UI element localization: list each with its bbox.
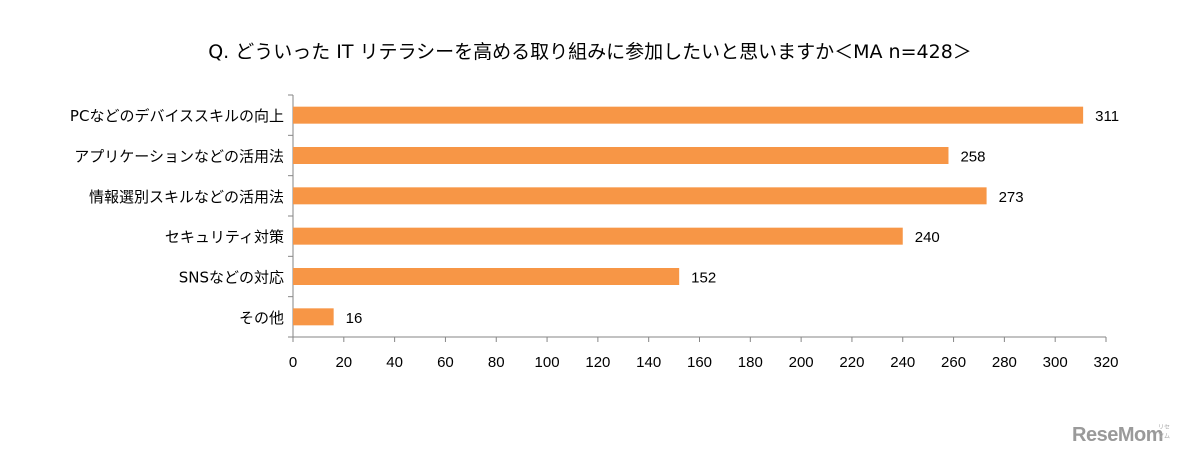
category-label: アプリケーションなどの活用法 bbox=[74, 148, 284, 166]
chart-title: Q. どういった IT リテラシーを高める取り組みに参加したいと思いますか＜MA… bbox=[208, 41, 972, 63]
value-label: 258 bbox=[960, 149, 985, 166]
x-tick-label: 60 bbox=[437, 354, 454, 371]
x-tick-label: 40 bbox=[386, 354, 403, 371]
bar bbox=[293, 268, 680, 285]
category-label: 情報選別スキルなどの活用法 bbox=[89, 188, 284, 206]
value-label: 273 bbox=[999, 189, 1024, 206]
x-tick-label: 220 bbox=[839, 354, 864, 371]
x-tick-label: 140 bbox=[636, 354, 661, 371]
x-tick-label: 160 bbox=[687, 354, 712, 371]
bar bbox=[293, 308, 334, 326]
logo-text: ReseMom bbox=[1072, 424, 1163, 446]
value-label: 311 bbox=[1095, 108, 1119, 125]
category-label: セキュリティ対策 bbox=[165, 228, 284, 246]
category-label: PCなどのデバイススキルの向上 bbox=[70, 107, 284, 125]
value-label: 152 bbox=[691, 270, 716, 287]
x-tick-label: 280 bbox=[992, 354, 1017, 371]
bar bbox=[293, 106, 1084, 124]
category-label: SNSなどの対応 bbox=[179, 269, 284, 287]
x-tick-label: 180 bbox=[738, 354, 763, 371]
resemom-logo: ReseMom リセマム bbox=[1072, 424, 1172, 454]
x-tick-label: 320 bbox=[1093, 354, 1118, 371]
x-tick-label: 240 bbox=[890, 354, 915, 371]
value-label: 240 bbox=[915, 229, 940, 246]
bar bbox=[293, 227, 903, 245]
x-tick-label: 260 bbox=[941, 354, 966, 371]
logo-subtext: リセマム bbox=[1158, 424, 1171, 440]
category-label: その他 bbox=[239, 309, 284, 327]
x-tick-label: 300 bbox=[1043, 354, 1068, 371]
bar bbox=[293, 187, 987, 205]
plot-area: 0 20 40 60 80 100 120 140 160 180 200 220 240 260 280 3… bbox=[70, 94, 1119, 371]
x-tick-label: 0 bbox=[289, 354, 297, 371]
bar bbox=[293, 147, 949, 164]
x-tick-label: 20 bbox=[335, 354, 352, 371]
x-tick-label: 120 bbox=[585, 354, 610, 371]
value-label: 16 bbox=[346, 310, 363, 327]
x-tick-label: 200 bbox=[789, 354, 814, 371]
x-tick-label: 80 bbox=[488, 354, 505, 371]
x-tick-label: 100 bbox=[535, 354, 560, 371]
